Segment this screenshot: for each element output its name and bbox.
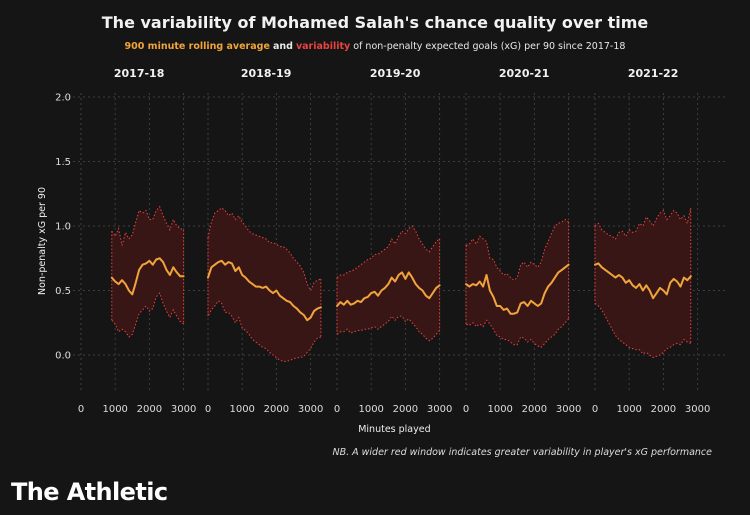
x-tick-label: 0 bbox=[205, 404, 211, 415]
variability-lower-line bbox=[465, 318, 569, 348]
x-tick-label: 0 bbox=[334, 404, 340, 415]
panel-2020-21 bbox=[465, 93, 570, 392]
x-axis-label: Minutes played bbox=[358, 424, 430, 435]
y-tick-label: 1.0 bbox=[55, 222, 71, 233]
variability-lower-line bbox=[594, 303, 691, 359]
panel-title: 2020-21 bbox=[499, 67, 550, 80]
rolling-average-line bbox=[465, 263, 570, 315]
x-tick-label: 1000 bbox=[487, 404, 512, 415]
chart-subtitle: 900 minute rolling average and variabili… bbox=[0, 41, 750, 52]
rolling-average-line bbox=[207, 259, 322, 322]
variability-upper-line bbox=[465, 218, 569, 281]
panel-2018-19 bbox=[207, 93, 322, 392]
panel-2021-22 bbox=[594, 93, 699, 392]
rolling-average-line bbox=[336, 271, 441, 307]
rolling-average-line bbox=[110, 257, 185, 296]
x-tick-label: 2000 bbox=[264, 404, 289, 415]
x-tick-label: 2000 bbox=[651, 404, 676, 415]
x-tick-label: 3000 bbox=[171, 404, 196, 415]
x-tick-label: 1000 bbox=[616, 404, 641, 415]
variability-lower-line bbox=[111, 292, 184, 338]
panel-title: 2021-22 bbox=[628, 67, 679, 80]
x-tick-label: 3000 bbox=[556, 404, 581, 415]
y-tick-label: 1.5 bbox=[55, 157, 71, 168]
x-tick-label: 0 bbox=[463, 404, 469, 415]
x-tick-label: 3000 bbox=[427, 404, 452, 415]
panel-2017-18 bbox=[80, 93, 185, 392]
x-tick-label: 3000 bbox=[685, 404, 710, 415]
y-tick-label: 0.0 bbox=[55, 351, 71, 362]
y-axis-label: Non-penalty xG per 90 bbox=[37, 187, 48, 295]
panel-title: 2018-19 bbox=[241, 67, 292, 80]
panel-2019-20 bbox=[336, 93, 441, 392]
rolling-average-line bbox=[594, 262, 692, 300]
variability-upper-line bbox=[207, 207, 322, 292]
subtitle-rest: of non-penalty expected goals (xG) per 9… bbox=[353, 41, 626, 52]
variability-band bbox=[111, 206, 184, 337]
y-tick-label: 2.0 bbox=[55, 93, 71, 104]
panel-title: 2019-20 bbox=[370, 67, 421, 80]
chart-title: The variability of Mohamed Salah's chanc… bbox=[101, 13, 649, 32]
x-tick-label: 1000 bbox=[358, 404, 383, 415]
variability-lower-line bbox=[207, 300, 322, 362]
variability-band bbox=[595, 207, 691, 358]
x-tick-label: 0 bbox=[78, 404, 84, 415]
x-tick-label: 0 bbox=[592, 404, 598, 415]
x-tick-label: 2000 bbox=[393, 404, 418, 415]
x-tick-label: 3000 bbox=[298, 404, 323, 415]
x-tick-label: 2000 bbox=[522, 404, 547, 415]
x-tick-label: 2000 bbox=[137, 404, 162, 415]
variability-band bbox=[208, 207, 321, 362]
chart-note: NB. A wider red window indicates greater… bbox=[332, 447, 712, 458]
panel-title: 2017-18 bbox=[114, 67, 165, 80]
y-tick-label: 0.5 bbox=[55, 286, 71, 297]
subtitle-variability-label: variability bbox=[295, 41, 351, 52]
variability-band bbox=[466, 219, 569, 348]
variability-upper-line bbox=[336, 225, 440, 278]
x-tick-label: 1000 bbox=[229, 404, 254, 415]
subtitle-and: and bbox=[272, 41, 293, 52]
subtitle-average-label: 900 minute rolling average bbox=[124, 41, 270, 52]
publisher-logo: The Athletic bbox=[11, 478, 168, 506]
x-tick-label: 1000 bbox=[102, 404, 127, 415]
